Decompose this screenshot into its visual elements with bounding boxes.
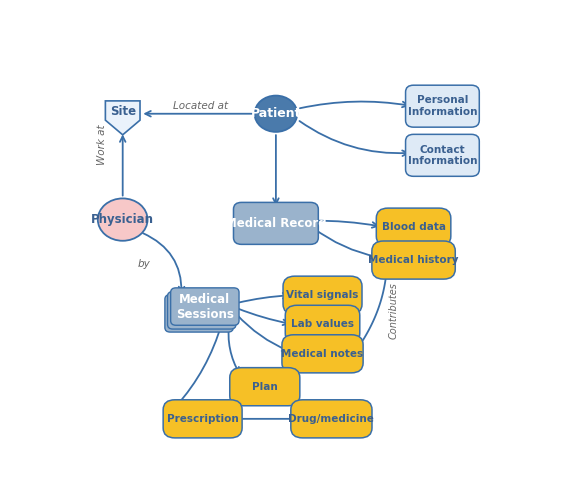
Text: Medical
Sessions: Medical Sessions [176,293,234,321]
FancyBboxPatch shape [285,305,360,343]
Text: Medical notes: Medical notes [281,349,364,359]
Text: Contributes: Contributes [388,282,399,339]
FancyBboxPatch shape [406,135,479,176]
Text: Medical Record: Medical Record [225,217,327,230]
FancyBboxPatch shape [165,295,233,332]
Text: Drug/medicine: Drug/medicine [288,414,374,424]
FancyBboxPatch shape [291,400,372,438]
FancyBboxPatch shape [171,288,239,325]
Text: Located at: Located at [173,101,228,111]
Text: Medical history: Medical history [368,255,459,265]
Text: Prescription: Prescription [167,414,238,424]
FancyBboxPatch shape [406,85,479,127]
Text: Blood data: Blood data [382,222,446,232]
Text: Contact
Information: Contact Information [407,144,477,166]
Polygon shape [105,101,140,135]
FancyBboxPatch shape [376,208,451,246]
Text: Patient: Patient [250,107,301,120]
Circle shape [98,198,148,241]
Text: Personal
Information: Personal Information [407,95,477,117]
FancyBboxPatch shape [233,202,319,245]
FancyBboxPatch shape [282,335,363,373]
Text: Lab values: Lab values [291,319,354,329]
FancyBboxPatch shape [230,368,300,406]
FancyBboxPatch shape [163,400,242,438]
Text: Physician: Physician [91,213,154,226]
FancyBboxPatch shape [167,292,236,329]
Text: Work at: Work at [97,124,107,165]
Text: by: by [137,259,150,269]
Circle shape [254,96,297,132]
FancyBboxPatch shape [372,241,456,279]
Text: Plan: Plan [252,382,278,392]
Text: Vital signals: Vital signals [286,290,359,300]
Text: Site: Site [109,105,136,118]
FancyBboxPatch shape [283,276,362,314]
